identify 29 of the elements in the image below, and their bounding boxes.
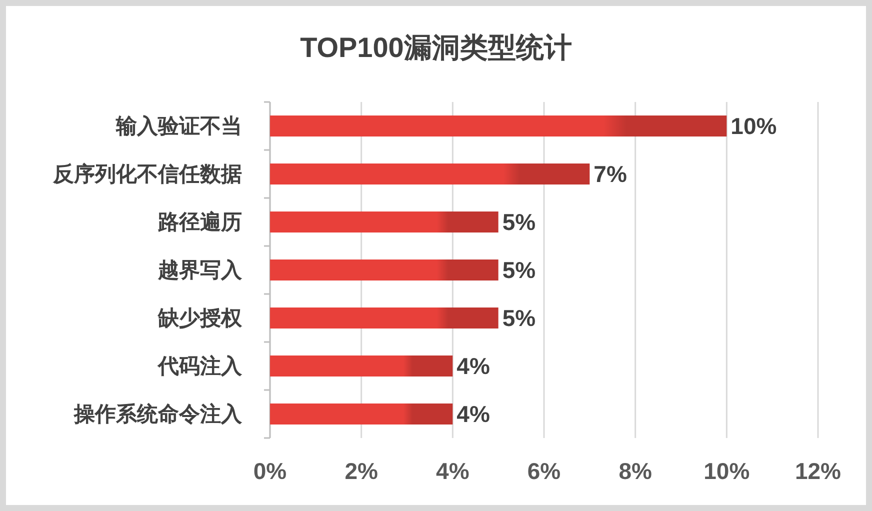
chart-title: TOP100漏洞类型统计	[300, 32, 572, 63]
data-label: 5%	[502, 209, 536, 235]
bar	[270, 164, 590, 184]
x-tick-label: 6%	[527, 458, 561, 484]
x-tick-label: 10%	[704, 458, 750, 484]
x-tick-label: 4%	[436, 458, 470, 484]
bar	[270, 260, 498, 280]
y-tick-label: 缺少授权	[157, 307, 243, 330]
data-label: 4%	[456, 401, 490, 427]
data-label: 4%	[456, 353, 490, 379]
x-tick-label: 12%	[794, 458, 842, 484]
x-tick-label: 8%	[618, 458, 652, 484]
y-tick-label: 反序列化不信任数据	[52, 162, 242, 186]
x-tick-label: 2%	[344, 458, 378, 484]
y-tick-label: 代码注入	[157, 354, 243, 378]
x-tick-label: 0%	[253, 458, 287, 484]
y-tick-label: 越界写入	[157, 259, 243, 282]
y-tick-label: 路径遍历	[157, 210, 242, 234]
bar	[270, 212, 498, 232]
y-tick-label: 输入验证不当	[115, 115, 242, 138]
data-label: 5%	[502, 257, 536, 283]
bar	[270, 404, 453, 424]
bar	[270, 308, 498, 328]
y-tick-label: 操作系统命令注入	[73, 402, 243, 426]
data-label: 7%	[594, 161, 627, 187]
data-label: 10%	[730, 113, 777, 139]
bar	[270, 116, 727, 136]
bar	[270, 356, 453, 376]
data-label: 5%	[502, 305, 536, 331]
